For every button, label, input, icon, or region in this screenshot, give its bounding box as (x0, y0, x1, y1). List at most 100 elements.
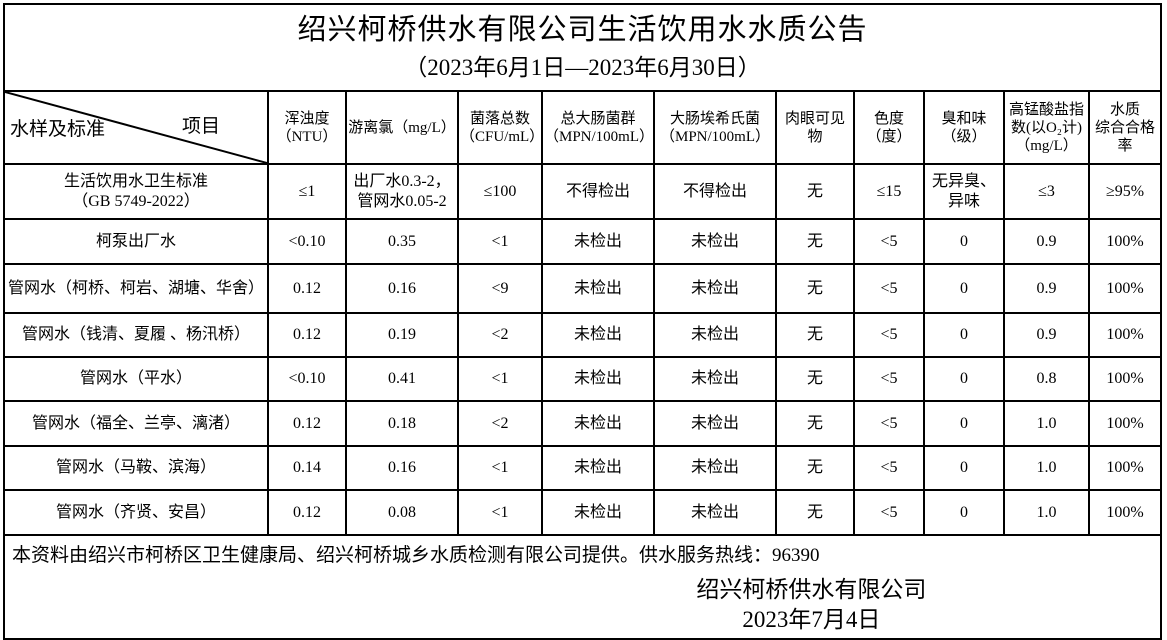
row-label: 管网水（柯桥、柯岩、湖塘、华舍） (3, 263, 269, 314)
value-cell: 未检出 (541, 445, 655, 491)
col-header-visible-matter: 肉眼可见物 (775, 90, 855, 165)
value-line: 出厂水0.3-2， (353, 172, 451, 190)
value-cell: ≤15 (853, 163, 925, 220)
signature-company: 绍兴柯桥供水有限公司 (696, 577, 927, 602)
value-cell: 100% (1087, 400, 1163, 447)
value-cell: 100% (1087, 356, 1163, 402)
value-cell: 不得检出 (653, 163, 777, 220)
corner-header-cell: 水样及标准 项目 (3, 90, 269, 165)
value-cell: <5 (853, 312, 925, 358)
signature-block: 绍兴柯桥供水有限公司 2023年7月4日 (469, 574, 1154, 635)
value-cell: ≤1 (267, 163, 347, 220)
header-line: （MPN/100mL） (544, 128, 654, 145)
header-line: （级） (941, 128, 987, 145)
value-cell: 未检出 (541, 263, 655, 314)
value-cell: 1.0 (1003, 489, 1090, 536)
header-line: （mg/L） (1015, 137, 1078, 154)
value-cell: 0 (923, 445, 1005, 491)
value-cell: 0.8 (1003, 356, 1090, 402)
value-cell: 未检出 (541, 356, 655, 402)
footer-cell: 本资料由绍兴市柯桥区卫生健康局、绍兴柯桥城乡水质检测有限公司提供。供水服务热线：… (2, 534, 1163, 640)
header-line: （度） (866, 128, 912, 145)
value-cell: 100% (1087, 218, 1163, 265)
col-header-pass-rate: 水质 综合合格率 (1087, 90, 1163, 165)
table-row: 管网水（平水） <0.10 0.41 <1 未检出 未检出 无 <5 0 0.8… (3, 356, 1163, 402)
header-line: 色度 (873, 110, 904, 127)
value-cell: <1 (457, 218, 543, 265)
header-line: 游离氯（mg/L） (348, 119, 456, 136)
value-cell: 未检出 (653, 263, 777, 314)
water-quality-announcement: 绍兴柯桥供水有限公司生活饮用水水质公告 （2023年6月1日—2023年6月30… (2, 3, 1163, 640)
value-cell: 100% (1087, 445, 1163, 491)
row-label-line: （GB 5749-2022） (72, 192, 200, 210)
value-cell: 无 (775, 163, 855, 220)
value-cell: <9 (457, 263, 543, 314)
col-header-permanganate-index: 高锰酸盐指 数(以O₂计) （mg/L） (1003, 90, 1090, 165)
value-cell: 未检出 (653, 445, 777, 491)
header-line: （MPN/100mL） (659, 128, 770, 145)
value-cell: 无 (775, 263, 855, 314)
value-cell: 无 (775, 312, 855, 358)
value-cell: <5 (853, 356, 925, 402)
table-row: 管网水（柯桥、柯岩、湖塘、华舍） 0.12 0.16 <9 未检出 未检出 无 … (3, 263, 1163, 314)
signature-date: 2023年7月4日 (742, 607, 881, 632)
header-row: 水样及标准 项目 浑浊度 （NTU） 游离氯（mg/L） 菌落总数 （CFU/m… (3, 90, 1163, 165)
value-cell: <2 (457, 312, 543, 358)
value-cell: 0.12 (267, 489, 347, 536)
row-label: 管网水（平水） (3, 356, 269, 402)
value-cell: 0 (923, 489, 1005, 536)
row-label: 管网水（福全、兰亭、漓渚） (3, 400, 269, 447)
footer-note: 本资料由绍兴市柯桥区卫生健康局、绍兴柯桥城乡水质检测有限公司提供。供水服务热线：… (12, 545, 820, 566)
value-cell: <5 (853, 400, 925, 447)
value-cell: 未检出 (653, 400, 777, 447)
header-line: 臭和味 (941, 110, 987, 127)
value-cell: ≤3 (1003, 163, 1090, 220)
value-cell: 0.12 (267, 400, 347, 447)
header-line: 肉眼可见物 (784, 110, 845, 145)
title-cell: 绍兴柯桥供水有限公司生活饮用水水质公告 （2023年6月1日—2023年6月30… (2, 3, 1163, 92)
value-line: 异味 (947, 192, 980, 210)
value-cell: 无 (775, 489, 855, 536)
value-cell: 100% (1087, 489, 1163, 536)
footer-row: 本资料由绍兴市柯桥区卫生健康局、绍兴柯桥城乡水质检测有限公司提供。供水服务热线：… (2, 534, 1163, 640)
corner-label-sample: 水样及标准 (10, 119, 106, 140)
value-cell: ≤100 (457, 163, 543, 220)
value-cell: 未检出 (541, 312, 655, 358)
value-cell: 无异臭、 异味 (923, 163, 1005, 220)
value-line: 无异臭、 (931, 172, 996, 190)
row-label-line: 生活饮用水卫生标准 (63, 172, 208, 190)
value-cell: 0.18 (345, 400, 459, 447)
value-cell: 0 (923, 263, 1005, 314)
value-cell: 不得检出 (541, 163, 655, 220)
value-cell: <1 (457, 489, 543, 536)
col-header-ecoli: 大肠埃希氏菌 （MPN/100mL） (653, 90, 777, 165)
value-cell: <0.10 (267, 218, 347, 265)
col-header-turbidity: 浑浊度 （NTU） (267, 90, 347, 165)
header-line: 高锰酸盐指 (1008, 101, 1084, 118)
col-header-colony-count: 菌落总数 （CFU/mL） (457, 90, 543, 165)
value-cell: 未检出 (653, 356, 777, 402)
date-range: （2023年6月1日—2023年6月30日） (404, 55, 761, 80)
value-cell: 无 (775, 218, 855, 265)
value-cell: <0.10 (267, 356, 347, 402)
value-cell: 未检出 (541, 400, 655, 447)
value-cell: 0.9 (1003, 218, 1090, 265)
col-header-chromaticity: 色度 （度） (853, 90, 925, 165)
value-cell: 0.16 (345, 445, 459, 491)
header-line: 数(以O₂计) (1010, 119, 1083, 136)
header-line: 浑浊度 (284, 110, 330, 127)
value-cell: 未检出 (653, 218, 777, 265)
header-line: 总大肠菌群 (560, 110, 636, 127)
col-header-free-chlorine: 游离氯（mg/L） (345, 90, 459, 165)
table-row: 管网水（齐贤、安昌） 0.12 0.08 <1 未检出 未检出 无 <5 0 1… (3, 489, 1163, 536)
value-cell: 未检出 (541, 218, 655, 265)
value-cell: 0 (923, 356, 1005, 402)
value-cell: 1.0 (1003, 400, 1090, 447)
value-cell: 0.9 (1003, 263, 1090, 314)
col-header-total-coliform: 总大肠菌群 （MPN/100mL） (541, 90, 655, 165)
water-quality-table: 绍兴柯桥供水有限公司生活饮用水水质公告 （2023年6月1日—2023年6月30… (2, 3, 1163, 640)
value-cell: <1 (457, 356, 543, 402)
value-cell: 100% (1087, 312, 1163, 358)
header-line: （CFU/mL） (460, 128, 542, 145)
row-label: 管网水（齐贤、安昌） (3, 489, 269, 536)
